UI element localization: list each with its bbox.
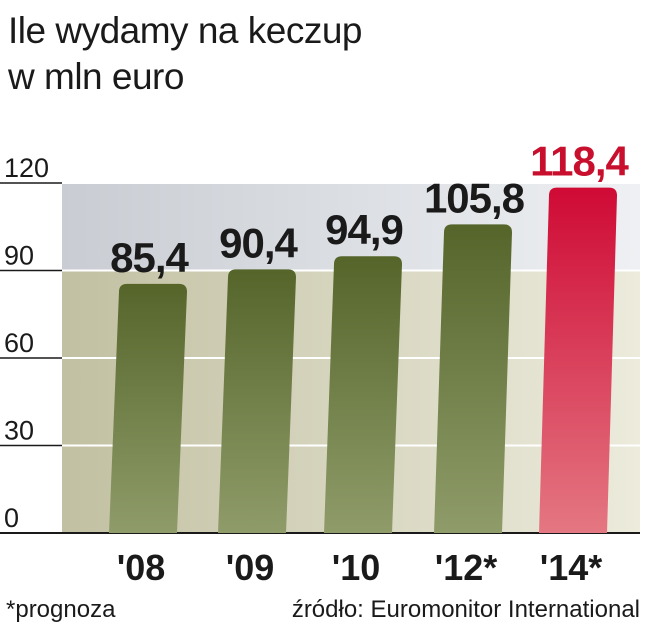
footnote: *prognoza	[6, 596, 116, 623]
plot-background-upper	[62, 183, 640, 271]
value-label: 118,4	[530, 138, 629, 185]
gridlines	[0, 182, 640, 534]
chart-title-block: Ile wydamy na keczup w mln euro	[8, 8, 363, 100]
value-label: 105,8	[424, 174, 525, 221]
x-tick-label: '09	[226, 547, 275, 588]
bar-12	[434, 224, 512, 533]
y-tick-label: 120	[4, 153, 49, 183]
value-label: 94,9	[325, 206, 403, 253]
bar-09	[218, 269, 296, 533]
y-tick-label: 0	[4, 503, 19, 533]
value-label: 90,4	[219, 219, 298, 266]
x-tick-label: '10	[332, 547, 381, 588]
x-axis-labels: '08 '09 '10 '12* '14*	[117, 547, 603, 588]
source-note: źródło: Euromonitor International	[291, 596, 640, 623]
bar-10	[324, 256, 402, 533]
bars	[109, 187, 617, 533]
x-tick-label: '08	[117, 547, 166, 588]
y-tick-label: 30	[4, 416, 34, 446]
x-tick-label: '12*	[435, 547, 498, 588]
bar-14	[539, 187, 617, 533]
value-label: 85,4	[110, 234, 189, 281]
y-tick-label: 60	[4, 328, 34, 358]
chart-subtitle: w mln euro	[8, 56, 184, 97]
y-tick-label: 90	[4, 241, 34, 271]
x-tick-label: '14*	[540, 547, 603, 588]
chart-title: Ile wydamy na keczup	[8, 10, 363, 51]
bar-08	[109, 283, 187, 533]
y-axis-ticks: 0 30 60 90 120	[4, 153, 49, 533]
